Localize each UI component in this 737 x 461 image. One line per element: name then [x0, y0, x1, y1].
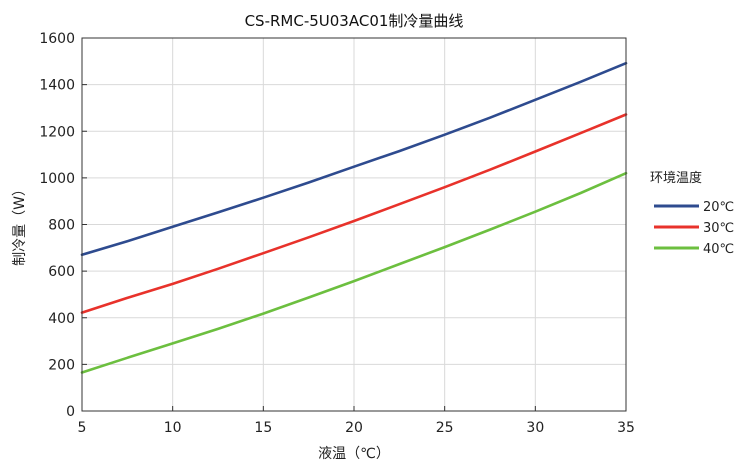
series-lines	[80, 61, 628, 374]
series-line	[80, 61, 628, 257]
y-tick-label: 1600	[39, 31, 75, 47]
legend-item-label: 20℃	[703, 200, 734, 215]
chart-title: CS-RMC-5U03AC01制冷量曲线	[245, 12, 464, 30]
y-axis-ticks: 0 200 400 600 800 1000 1200 1400 1600	[39, 31, 87, 420]
legend-title: 环境温度	[650, 170, 702, 186]
x-tick-label: 30	[526, 420, 544, 436]
y-tick-label: 1200	[39, 124, 75, 140]
y-tick-label: 1400	[39, 78, 75, 94]
x-tick-label: 5	[78, 420, 87, 436]
series-line	[80, 171, 628, 374]
y-tick-label: 1000	[39, 171, 75, 187]
y-tick-label: 800	[48, 218, 75, 234]
x-tick-label: 15	[254, 420, 272, 436]
series-line	[80, 113, 628, 314]
y-tick-label: 0	[66, 404, 75, 420]
legend-item-label: 40℃	[703, 242, 734, 257]
x-tick-label: 25	[436, 420, 454, 436]
legend-item-label: 30℃	[703, 221, 734, 236]
x-tick-label: 35	[617, 420, 635, 436]
y-tick-label: 600	[48, 264, 75, 280]
x-tick-label: 10	[164, 420, 182, 436]
x-axis-ticks: 5 10 15 20 25 30 35	[78, 406, 635, 436]
y-tick-label: 400	[48, 311, 75, 327]
legend: 环境温度 20℃ 30℃ 40℃	[650, 170, 734, 257]
y-tick-label: 200	[48, 357, 75, 373]
y-axis-label: 制冷量（W）	[12, 182, 28, 266]
x-tick-label: 20	[345, 420, 363, 436]
x-axis-label: 液温（℃）	[318, 446, 390, 461]
